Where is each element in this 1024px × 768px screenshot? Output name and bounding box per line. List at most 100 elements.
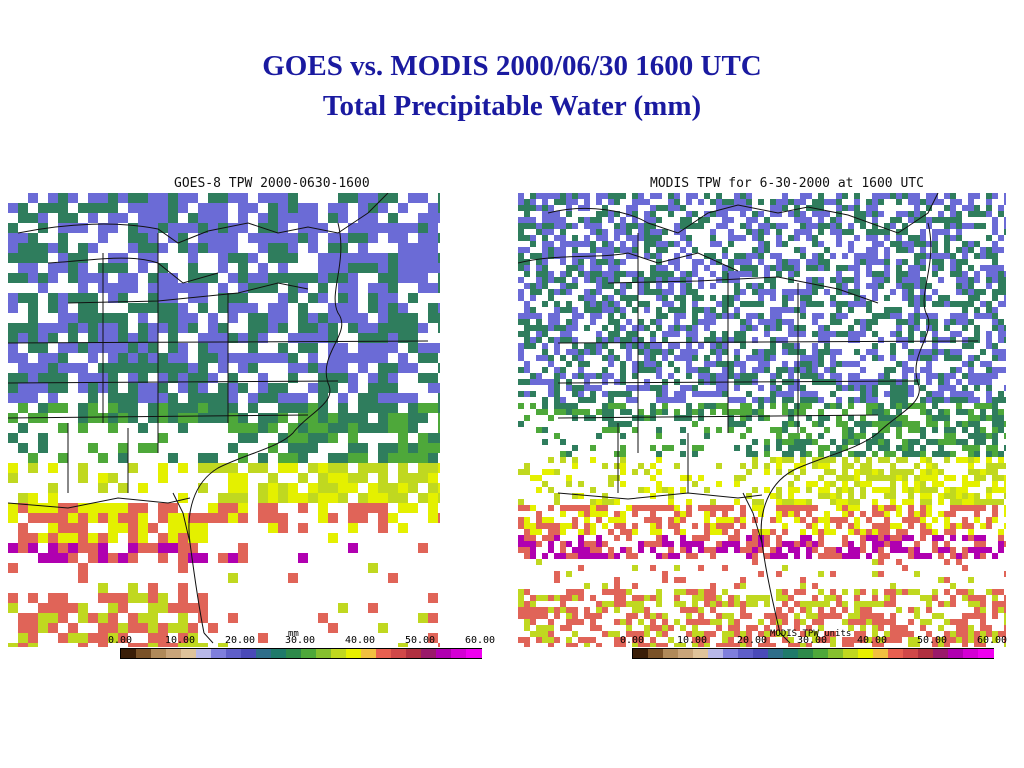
tpw-cell xyxy=(992,499,998,505)
tpw-cell xyxy=(842,331,848,337)
tpw-cell xyxy=(908,427,914,433)
colorbar-segment xyxy=(151,649,167,658)
tpw-cell xyxy=(578,505,584,511)
tpw-cell xyxy=(986,211,992,217)
tpw-cell xyxy=(848,553,854,559)
tpw-cell xyxy=(950,397,956,403)
tpw-cell xyxy=(566,223,572,229)
tpw-cell xyxy=(734,481,740,487)
tpw-cell xyxy=(108,263,118,273)
tpw-cell xyxy=(722,307,728,313)
tpw-cell xyxy=(710,601,716,607)
tpw-cell xyxy=(328,313,338,323)
tpw-cell xyxy=(962,283,968,289)
tpw-cell xyxy=(890,505,896,511)
tpw-cell xyxy=(914,637,920,643)
tpw-cell xyxy=(782,391,788,397)
tpw-cell xyxy=(554,313,560,319)
tpw-cell xyxy=(560,193,566,199)
tpw-cell xyxy=(566,505,572,511)
tpw-cell xyxy=(596,343,602,349)
tpw-cell xyxy=(620,445,626,451)
tpw-cell xyxy=(1004,331,1006,337)
tpw-cell xyxy=(854,235,860,241)
tpw-cell xyxy=(158,193,168,203)
tpw-cell xyxy=(974,403,980,409)
tpw-cell xyxy=(530,595,536,601)
tpw-cell xyxy=(626,319,632,325)
tpw-cell xyxy=(518,265,524,271)
tpw-cell xyxy=(208,203,218,213)
tpw-cell xyxy=(692,445,698,451)
tpw-cell xyxy=(728,361,734,367)
tpw-cell xyxy=(908,451,914,457)
tpw-cell xyxy=(198,413,208,423)
tpw-cell xyxy=(776,337,782,343)
tpw-cell xyxy=(884,235,890,241)
tpw-cell xyxy=(656,307,662,313)
tpw-cell xyxy=(572,277,578,283)
tpw-cell xyxy=(830,595,836,601)
tpw-cell xyxy=(128,203,138,213)
tpw-cell xyxy=(722,403,728,409)
tpw-cell xyxy=(746,259,752,265)
tpw-cell xyxy=(388,343,398,353)
tpw-cell xyxy=(358,353,368,363)
tpw-cell xyxy=(776,511,782,517)
tpw-cell xyxy=(854,631,860,637)
tpw-cell xyxy=(938,535,944,541)
tpw-cell xyxy=(878,211,884,217)
tpw-cell xyxy=(752,409,758,415)
tpw-cell xyxy=(704,253,710,259)
tpw-cell xyxy=(902,259,908,265)
tpw-cell xyxy=(328,303,338,313)
tpw-cell xyxy=(78,293,88,303)
tpw-cell xyxy=(764,415,770,421)
tpw-cell xyxy=(746,373,752,379)
tpw-cell xyxy=(854,517,860,523)
tpw-cell xyxy=(218,193,228,203)
tpw-cell xyxy=(764,451,770,457)
tpw-cell xyxy=(88,313,98,323)
tpw-cell xyxy=(728,421,734,427)
tpw-cell xyxy=(968,589,974,595)
tpw-cell xyxy=(388,193,398,203)
tpw-cell xyxy=(872,379,878,385)
tpw-cell xyxy=(908,487,914,493)
tpw-cell xyxy=(524,331,530,337)
tpw-cell xyxy=(572,355,578,361)
tpw-cell xyxy=(890,289,896,295)
tpw-cell xyxy=(288,373,298,383)
tpw-cell xyxy=(650,361,656,367)
tpw-cell xyxy=(554,571,560,577)
tpw-cell xyxy=(632,271,638,277)
tpw-cell xyxy=(968,379,974,385)
tpw-cell xyxy=(318,473,328,483)
tpw-cell xyxy=(908,301,914,307)
tpw-cell xyxy=(438,213,440,223)
tpw-cell xyxy=(812,313,818,319)
tpw-cell xyxy=(338,413,348,423)
tpw-cell xyxy=(692,607,698,613)
colorbar-segment xyxy=(286,649,302,658)
tpw-cell xyxy=(158,213,168,223)
tpw-cell xyxy=(944,355,950,361)
tpw-cell xyxy=(632,583,638,589)
tpw-cell xyxy=(248,203,258,213)
tpw-cell xyxy=(28,513,38,523)
tpw-cell xyxy=(776,271,782,277)
tpw-cell xyxy=(348,383,358,393)
tpw-cell xyxy=(308,213,318,223)
tpw-cell xyxy=(524,529,530,535)
tpw-cell xyxy=(48,193,58,203)
tpw-cell xyxy=(620,643,626,647)
tpw-cell xyxy=(746,541,752,547)
tpw-cell xyxy=(238,383,248,393)
tpw-cell xyxy=(860,427,866,433)
tpw-cell xyxy=(644,469,650,475)
tpw-cell xyxy=(338,193,348,203)
tpw-cell xyxy=(932,349,938,355)
tpw-cell xyxy=(248,313,258,323)
tpw-cell xyxy=(734,277,740,283)
tpw-cell xyxy=(836,403,842,409)
